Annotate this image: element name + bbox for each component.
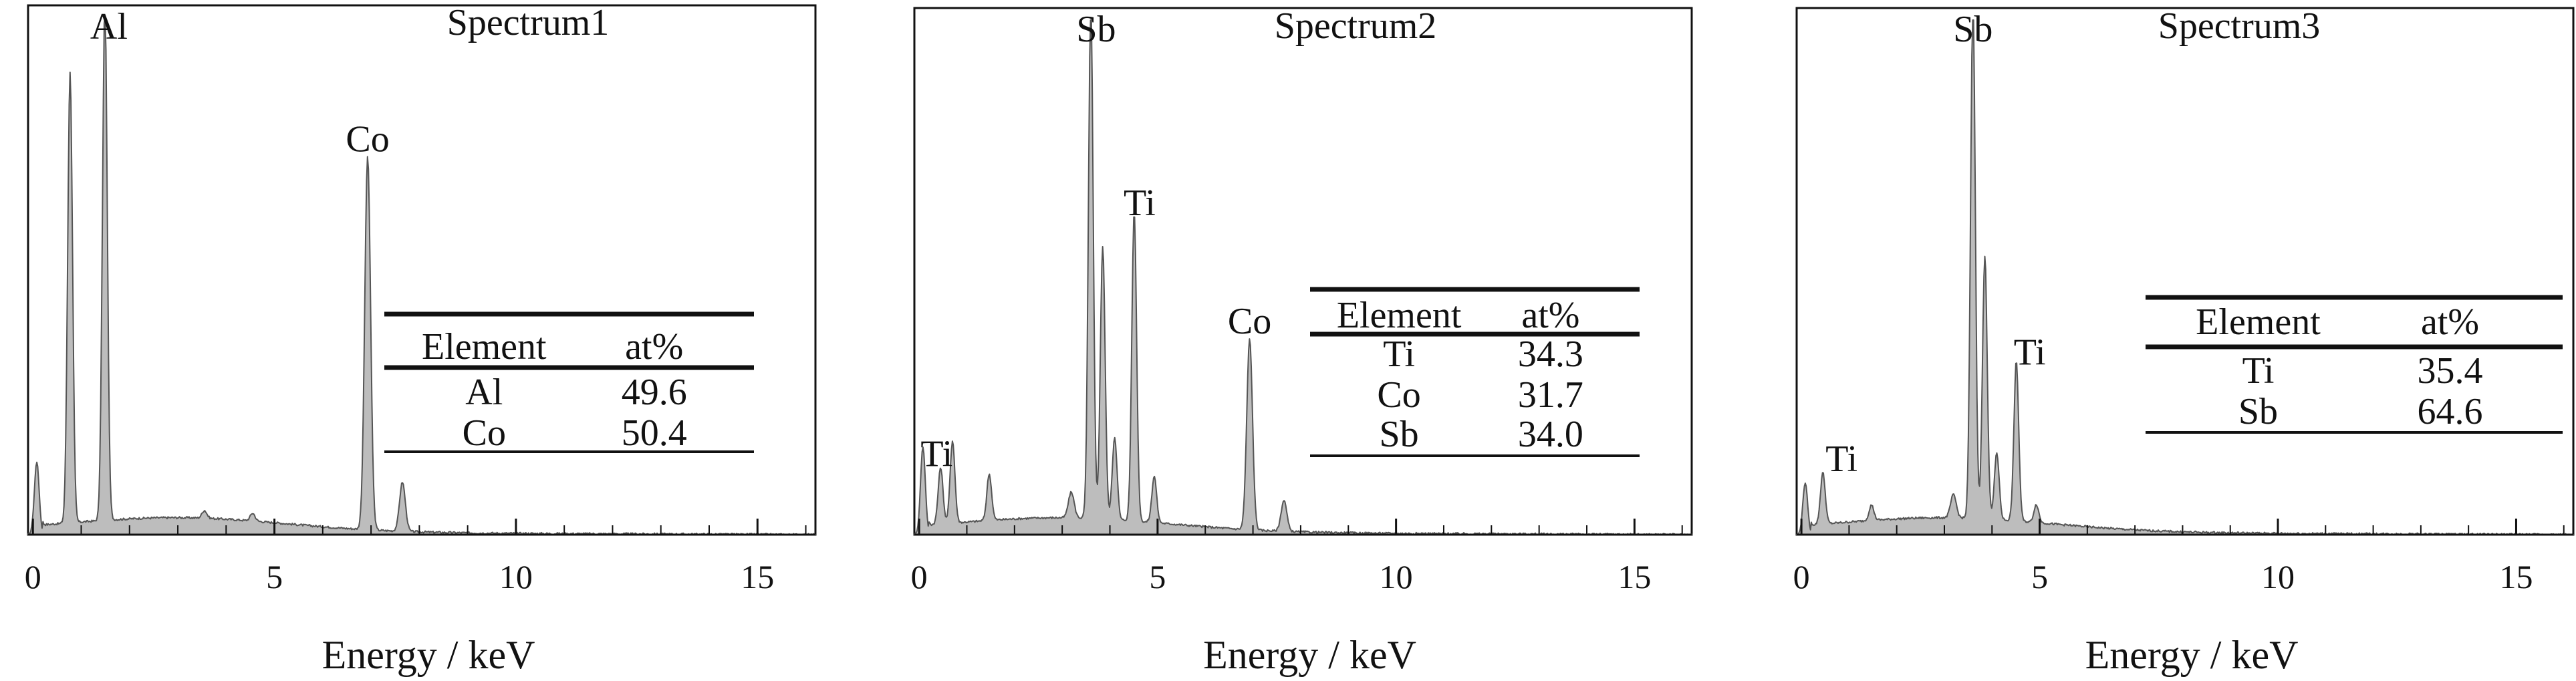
x-tick-label: 5	[1149, 558, 1166, 595]
spectrum-title: Spectrum1	[447, 2, 610, 43]
table-element-cell: Sb	[1380, 414, 1419, 455]
table-element-cell: Ti	[1383, 333, 1415, 375]
composition-table: Element at% Ti 35.4 Sb 64.6	[2146, 295, 2563, 434]
table-header-cell: at%	[1521, 295, 1579, 336]
composition-table: Element at% Ti 34.3 Co 31.7 Sb 34.0	[1310, 287, 1640, 457]
table-element-cell: Co	[1377, 374, 1420, 416]
peak-label-al: Al	[90, 6, 128, 47]
x-tick-label: 0	[25, 558, 41, 595]
table-element-cell: Co	[463, 412, 506, 454]
table-value-cell: 49.6	[622, 372, 687, 413]
x-tick-label: 0	[911, 558, 928, 595]
peak-label-ti: Ti	[2014, 331, 2046, 373]
x-tick-label: 10	[499, 558, 533, 595]
table-value-cell: 50.4	[622, 412, 687, 454]
x-axis-label: Energy / keV	[322, 633, 535, 677]
x-tick-label: 5	[2031, 558, 2048, 595]
x-axis-label: Energy / keV	[2085, 633, 2299, 677]
x-tick-label: 15	[741, 558, 774, 595]
x-tick-label: 10	[2261, 558, 2295, 595]
peak-label-sb: Sb	[1076, 9, 1116, 50]
x-tick-label: 10	[1380, 558, 1413, 595]
peak-label-ti: Ti	[920, 433, 952, 474]
table-value-cell: 34.3	[1518, 333, 1583, 375]
spectrum-trace	[1796, 19, 2574, 535]
peak-label-co: Co	[346, 119, 389, 160]
x-tick-label: 15	[1618, 558, 1651, 595]
composition-table: Element at% Al 49.6 Co 50.4	[384, 311, 754, 454]
spectrum-trace	[914, 19, 1692, 535]
peak-label-co: Co	[1228, 301, 1271, 342]
table-header-cell: Element	[1337, 295, 1462, 336]
x-axis-label: Energy / keV	[1203, 633, 1416, 677]
plot-frame	[1795, 7, 2575, 536]
table-value-cell: 35.4	[2418, 350, 2483, 392]
table-value-cell: 31.7	[1518, 374, 1583, 416]
peak-label-ti: Ti	[1124, 182, 1156, 224]
spectrum-title: Spectrum2	[1275, 5, 1437, 47]
table-element-cell: Al	[465, 372, 503, 413]
x-tick-label: 0	[1793, 558, 1810, 595]
spectrum-title: Spectrum3	[2158, 5, 2321, 47]
table-value-cell: 64.6	[2418, 391, 2483, 432]
x-tick-label: 5	[266, 558, 283, 595]
table-header-cell: Element	[2196, 301, 2321, 343]
table-header-cell: at%	[625, 326, 683, 368]
table-header-cell: Element	[422, 326, 547, 368]
spectrum-trace	[27, 17, 816, 535]
table-element-cell: Ti	[2242, 350, 2275, 392]
peak-label-ti: Ti	[1825, 438, 1857, 480]
table-value-cell: 34.0	[1518, 414, 1583, 455]
table-header-cell: at%	[2421, 301, 2479, 343]
plot-frame	[27, 4, 817, 536]
x-tick-label: 15	[2499, 558, 2533, 595]
peak-label-sb: Sb	[1953, 9, 1992, 50]
table-element-cell: Sb	[2238, 391, 2278, 432]
